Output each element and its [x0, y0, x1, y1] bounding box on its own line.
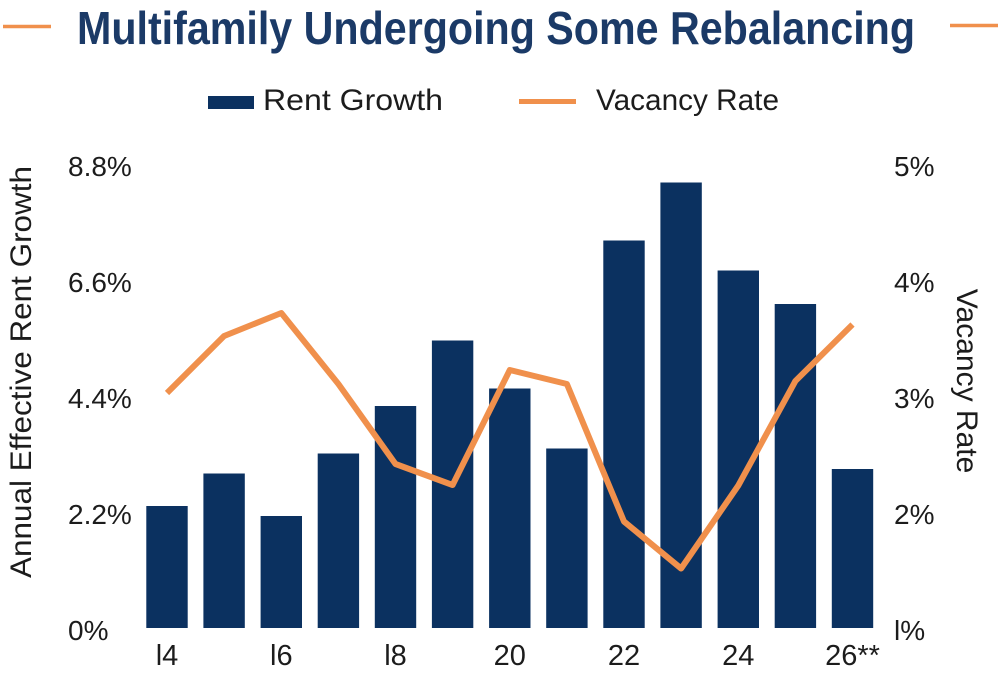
svg-text:2%: 2%: [894, 499, 934, 530]
svg-text:20: 20: [494, 640, 526, 672]
svg-text:l6: l6: [270, 640, 293, 672]
svg-text:22: 22: [608, 640, 640, 672]
svg-text:l4: l4: [156, 640, 179, 672]
svg-text:l8: l8: [384, 640, 407, 672]
svg-text:4.4%: 4.4%: [68, 383, 132, 414]
svg-text:8.8%: 8.8%: [68, 151, 132, 182]
svg-text:2.2%: 2.2%: [68, 499, 132, 530]
svg-text:Multifamily Undergoing Some Re: Multifamily Undergoing Some Rebalancing: [77, 2, 915, 54]
svg-text:24: 24: [722, 640, 754, 672]
svg-text:6.6%: 6.6%: [68, 267, 132, 298]
svg-text:Annual Effective Rent Growth: Annual Effective Rent Growth: [5, 166, 38, 578]
svg-text:3%: 3%: [894, 383, 934, 414]
svg-text:26**: 26**: [825, 640, 880, 672]
svg-text:Vacancy Rate: Vacancy Rate: [596, 84, 779, 117]
svg-text:5%: 5%: [894, 151, 934, 182]
svg-text:Rent Growth: Rent Growth: [263, 84, 443, 117]
svg-text:0%: 0%: [68, 615, 108, 646]
svg-text:4%: 4%: [894, 267, 934, 298]
svg-text:Vacancy Rate: Vacancy Rate: [950, 289, 983, 474]
svg-text:l%: l%: [894, 615, 925, 646]
